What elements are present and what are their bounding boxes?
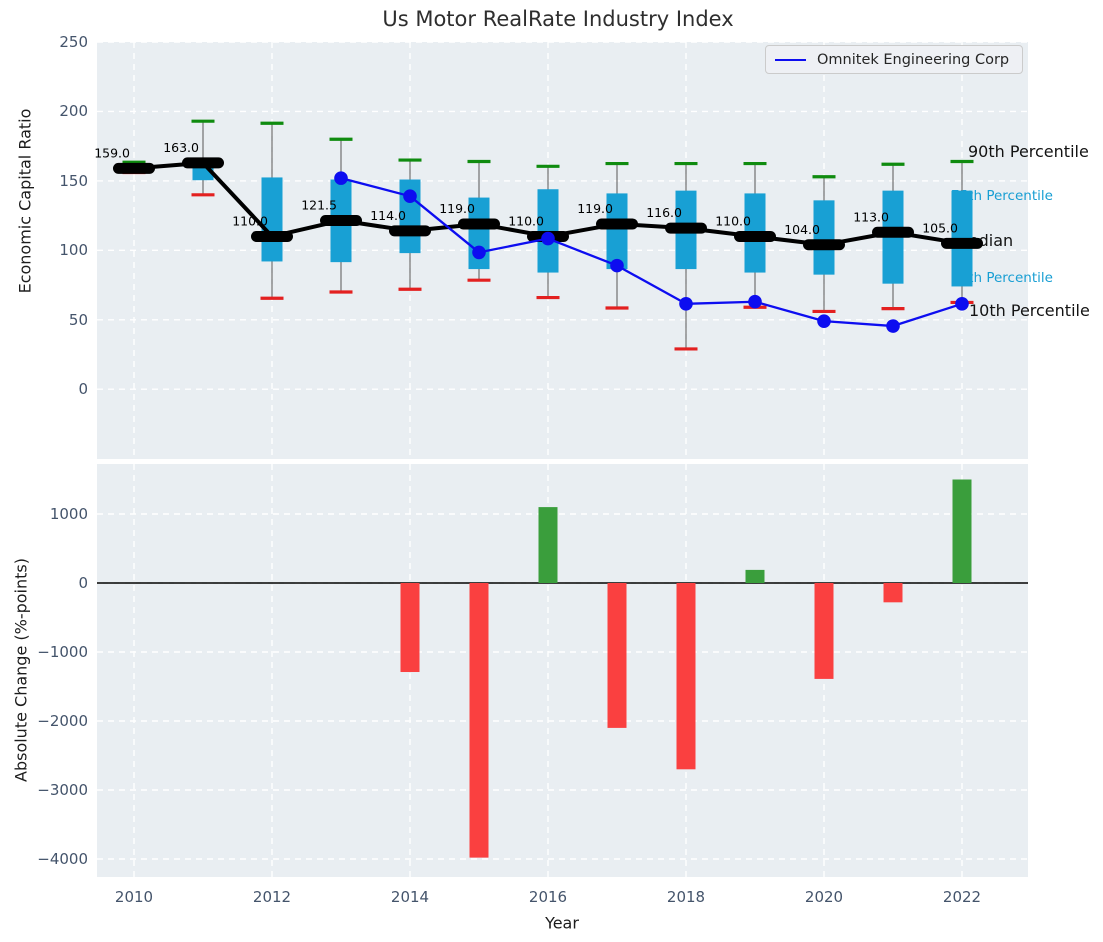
y-tick-top-0: 0 [78,380,88,399]
y-axis-label-bottom: Absolute Change (%-points) [11,558,31,782]
p90-label: 90th Percentile [968,142,1089,161]
y-axis-label-top: Economic Capital Ratio [15,108,35,294]
x-tick-2014: 2014 [390,888,430,906]
legend-label: Omnitek Engineering Corp [817,51,1010,68]
top-panel-background [97,42,1028,459]
y-tick-top-200: 200 [59,102,88,121]
legend-line-icon [775,58,806,61]
median-label: Median [955,231,1014,250]
x-tick-2020: 2020 [804,888,844,906]
legend: Omnitek Engineering Corp [765,45,1023,74]
x-axis-label: Year [545,913,579,933]
bottom-panel-background [97,464,1028,877]
x-tick-2010: 2010 [114,888,154,906]
y-tick-bottom-1000: 1000 [49,505,88,523]
p10-label: 10th Percentile [969,301,1090,320]
x-tick-2022: 2022 [942,888,982,906]
x-tick-2012: 2012 [252,888,292,906]
y-tick-top-50: 50 [68,310,88,329]
p25-label: 25th Percentile [951,270,1053,286]
y-tick-bottom--2000: −2000 [37,712,88,730]
y-tick-top-250: 250 [59,33,88,52]
y-tick-top-100: 100 [59,241,88,260]
chart-title: Us Motor RealRate Industry Index [382,7,734,31]
y-tick-bottom--3000: −3000 [37,781,88,799]
y-tick-bottom--1000: −1000 [37,643,88,661]
y-tick-top-150: 150 [59,171,88,190]
p75-label: 75th Percentile [951,188,1053,204]
y-tick-bottom--4000: −4000 [37,850,88,868]
x-tick-2018: 2018 [666,888,706,906]
y-tick-bottom-0: 0 [78,574,88,592]
x-tick-2016: 2016 [528,888,568,906]
